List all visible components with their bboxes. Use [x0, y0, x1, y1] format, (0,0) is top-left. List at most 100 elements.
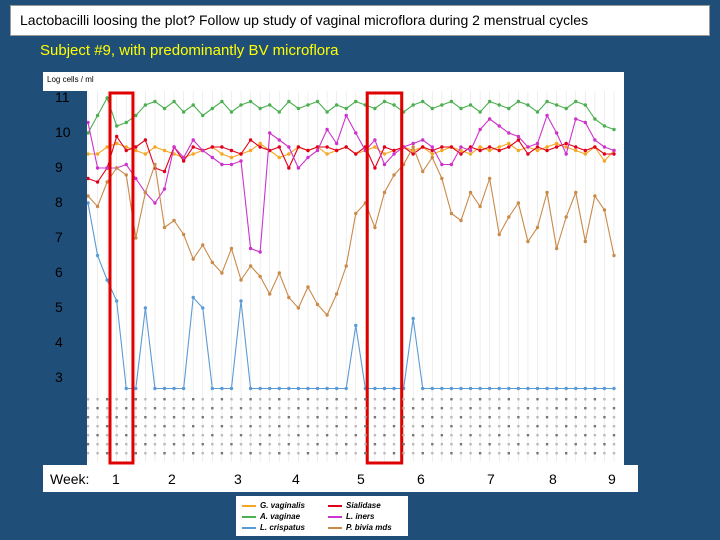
table-cell-mark — [278, 443, 281, 446]
data-point — [277, 386, 281, 391]
data-point — [296, 106, 301, 111]
data-point — [583, 103, 588, 107]
data-point — [583, 148, 588, 153]
legend-label: L. crispatus — [260, 523, 305, 532]
table-cell-mark — [392, 407, 396, 410]
data-point — [574, 190, 578, 195]
data-point — [86, 201, 90, 205]
data-point — [95, 204, 100, 209]
data-point — [421, 145, 425, 149]
data-point — [564, 386, 568, 391]
table-cell-mark — [373, 452, 377, 455]
table-cell-mark — [125, 425, 128, 428]
table-cell-mark — [373, 416, 377, 419]
table-cell-mark — [268, 452, 271, 455]
table-cell-mark — [411, 398, 415, 401]
table-cell-mark — [230, 443, 233, 446]
table-cell-mark — [268, 434, 271, 437]
table-cell-mark — [163, 443, 166, 446]
data-point — [258, 250, 262, 254]
table-cell-mark — [364, 398, 367, 401]
table-cell-mark — [192, 452, 195, 455]
week-tick-label: 1 — [112, 471, 120, 487]
table-cell-mark — [325, 452, 329, 455]
table-cell-mark — [450, 443, 453, 446]
table-cell-mark — [584, 452, 587, 455]
table-cell-mark — [144, 425, 147, 428]
table-cell-mark — [450, 407, 453, 410]
table-cell-mark — [258, 434, 262, 437]
table-cell-mark — [574, 434, 577, 437]
table-cell-mark — [115, 407, 118, 410]
data-point — [258, 106, 262, 111]
table-cell-mark — [584, 443, 587, 446]
table-cell-mark — [536, 425, 539, 428]
data-point — [478, 204, 482, 209]
table-cell-mark — [383, 425, 386, 428]
week-tick-label: 9 — [608, 471, 616, 487]
data-point — [86, 131, 90, 135]
table-cell-mark — [498, 452, 501, 455]
table-cell-mark — [517, 407, 520, 410]
table-cell-mark — [345, 416, 348, 419]
table-cell-mark — [459, 443, 463, 446]
table-cell-mark — [211, 425, 214, 428]
data-point — [191, 138, 195, 142]
table-cell-mark — [498, 416, 501, 419]
table-cell-mark — [86, 416, 90, 419]
table-cell-mark — [172, 407, 176, 410]
table-cell-mark — [345, 398, 348, 401]
table-cell-mark — [383, 434, 386, 437]
data-point — [554, 103, 559, 107]
table-cell-mark — [192, 407, 195, 410]
table-cell-mark — [211, 407, 214, 410]
table-cell-mark — [220, 416, 224, 419]
table-cell-mark — [612, 425, 616, 428]
week-prefix: Week: — [50, 471, 90, 487]
data-point — [229, 155, 234, 160]
table-cell-mark — [364, 416, 367, 419]
data-point — [124, 120, 128, 125]
table-cell-mark — [96, 443, 99, 446]
table-cell-mark — [335, 416, 338, 419]
data-point — [516, 386, 521, 391]
table-cell-mark — [172, 452, 176, 455]
table-cell-mark — [373, 398, 377, 401]
table-cell-mark — [431, 443, 434, 446]
data-point — [239, 159, 243, 163]
table-cell-mark — [392, 452, 396, 455]
table-cell-mark — [478, 434, 482, 437]
data-point — [478, 148, 482, 153]
data-point — [287, 166, 291, 170]
legend-label: Sialidase — [346, 501, 381, 510]
table-cell-mark — [364, 452, 367, 455]
data-point — [306, 155, 310, 160]
table-cell-mark — [144, 398, 147, 401]
data-point — [315, 302, 320, 307]
data-point — [268, 386, 272, 391]
legend-swatch — [328, 527, 342, 529]
data-point — [354, 323, 358, 328]
table-cell-mark — [431, 425, 434, 428]
table-cell-mark — [383, 398, 386, 401]
table-cell-mark — [153, 443, 157, 446]
data-point — [191, 103, 195, 107]
data-point — [315, 148, 320, 153]
data-point — [220, 145, 224, 149]
table-cell-mark — [354, 434, 357, 437]
table-cell-mark — [488, 407, 491, 410]
table-cell-mark — [105, 425, 109, 428]
data-point — [612, 148, 616, 153]
data-point — [210, 106, 215, 111]
table-cell-mark — [345, 425, 348, 428]
data-point — [554, 141, 559, 146]
table-cell-mark — [564, 434, 568, 437]
data-point — [602, 386, 607, 391]
table-cell-mark — [507, 416, 510, 419]
table-cell-mark — [163, 398, 166, 401]
data-point — [287, 152, 291, 156]
data-point — [191, 257, 195, 261]
table-cell-mark — [192, 398, 195, 401]
data-point — [277, 271, 281, 275]
table-cell-mark — [306, 452, 310, 455]
